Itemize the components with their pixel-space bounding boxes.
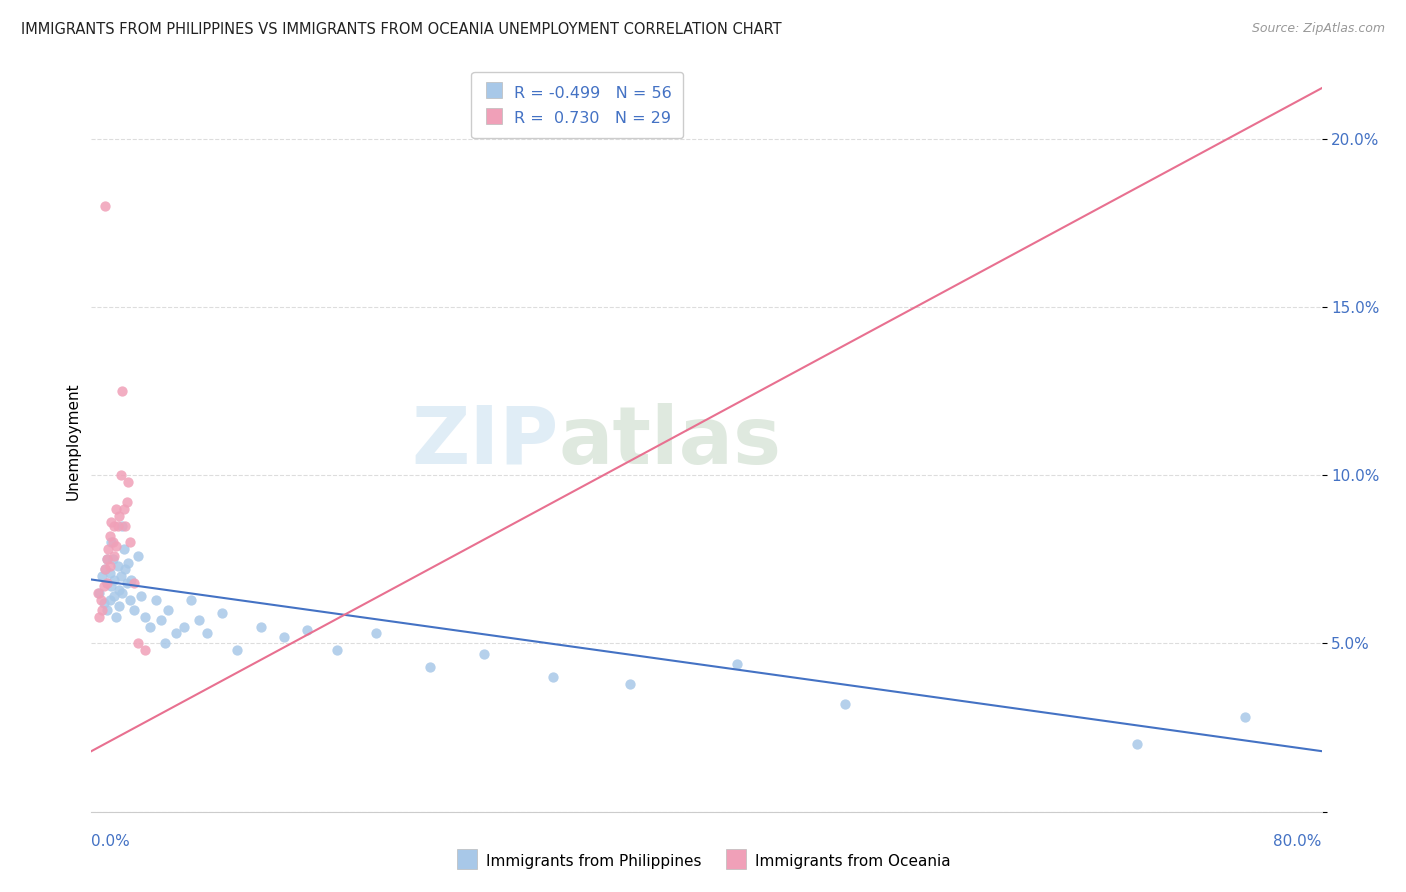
- Point: [114, 562, 136, 576]
- Point: [98, 529, 121, 543]
- Point: [157, 603, 180, 617]
- Point: [96, 575, 118, 590]
- Point: [107, 559, 129, 574]
- Point: [1126, 738, 1149, 752]
- Point: [211, 606, 233, 620]
- Point: [139, 619, 162, 633]
- Point: [103, 549, 125, 563]
- Point: [114, 518, 136, 533]
- Point: [97, 542, 120, 557]
- Text: 0.0%: 0.0%: [91, 834, 131, 848]
- Point: [145, 592, 167, 607]
- Point: [834, 697, 856, 711]
- Point: [153, 636, 177, 650]
- Point: [124, 603, 146, 617]
- Point: [117, 475, 139, 489]
- Point: [165, 626, 187, 640]
- Point: [93, 596, 115, 610]
- Point: [149, 613, 172, 627]
- Point: [105, 501, 127, 516]
- Point: [96, 552, 118, 566]
- Point: [127, 549, 149, 563]
- Point: [249, 619, 271, 633]
- Point: [364, 626, 387, 640]
- Point: [105, 539, 127, 553]
- Point: [100, 516, 122, 530]
- Point: [112, 501, 135, 516]
- Point: [111, 586, 134, 600]
- Point: [100, 579, 122, 593]
- Point: [1233, 710, 1256, 724]
- Point: [110, 468, 132, 483]
- Point: [98, 592, 121, 607]
- Point: [96, 575, 118, 590]
- Text: IMMIGRANTS FROM PHILIPPINES VS IMMIGRANTS FROM OCEANIA UNEMPLOYMENT CORRELATION : IMMIGRANTS FROM PHILIPPINES VS IMMIGRANT…: [21, 22, 782, 37]
- Point: [541, 670, 564, 684]
- Point: [98, 559, 121, 574]
- Point: [134, 609, 156, 624]
- Point: [108, 599, 131, 614]
- Point: [127, 636, 149, 650]
- Point: [226, 643, 249, 657]
- Point: [94, 562, 117, 576]
- Text: 80.0%: 80.0%: [1274, 834, 1322, 848]
- Point: [96, 552, 118, 566]
- Point: [93, 579, 115, 593]
- Legend: R = -0.499   N = 56, R =  0.730   N = 29: R = -0.499 N = 56, R = 0.730 N = 29: [471, 72, 683, 138]
- Point: [91, 603, 114, 617]
- Point: [117, 556, 139, 570]
- Point: [90, 592, 112, 607]
- Point: [108, 508, 131, 523]
- Point: [103, 590, 125, 604]
- Point: [120, 573, 142, 587]
- Point: [101, 535, 124, 549]
- Point: [124, 575, 146, 590]
- Point: [725, 657, 748, 671]
- Point: [94, 562, 117, 576]
- Point: [100, 535, 122, 549]
- Point: [118, 592, 141, 607]
- Point: [103, 573, 125, 587]
- Point: [619, 677, 641, 691]
- Point: [295, 623, 318, 637]
- Point: [112, 542, 135, 557]
- Point: [180, 592, 202, 607]
- Text: atlas: atlas: [558, 402, 782, 481]
- Point: [98, 566, 121, 580]
- Point: [86, 586, 108, 600]
- Text: Source: ZipAtlas.com: Source: ZipAtlas.com: [1251, 22, 1385, 36]
- Legend: Immigrants from Philippines, Immigrants from Oceania: Immigrants from Philippines, Immigrants …: [450, 847, 956, 875]
- Point: [115, 495, 138, 509]
- Point: [195, 626, 218, 640]
- Point: [107, 518, 129, 533]
- Point: [115, 575, 138, 590]
- Point: [173, 619, 195, 633]
- Point: [96, 603, 118, 617]
- Point: [111, 518, 134, 533]
- Point: [129, 590, 152, 604]
- Point: [105, 609, 127, 624]
- Point: [87, 609, 110, 624]
- Point: [91, 569, 114, 583]
- Point: [118, 535, 141, 549]
- Text: ZIP: ZIP: [412, 402, 558, 481]
- Point: [472, 647, 495, 661]
- Point: [94, 199, 117, 213]
- Point: [87, 586, 110, 600]
- Point: [110, 569, 132, 583]
- Point: [273, 630, 295, 644]
- Point: [326, 643, 349, 657]
- Point: [134, 643, 156, 657]
- Point: [101, 552, 124, 566]
- Point: [419, 660, 441, 674]
- Point: [103, 518, 125, 533]
- Y-axis label: Unemployment: Unemployment: [65, 383, 80, 500]
- Point: [111, 384, 134, 398]
- Point: [108, 582, 131, 597]
- Point: [188, 613, 211, 627]
